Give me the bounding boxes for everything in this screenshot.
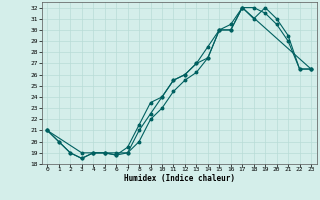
X-axis label: Humidex (Indice chaleur): Humidex (Indice chaleur)	[124, 174, 235, 183]
